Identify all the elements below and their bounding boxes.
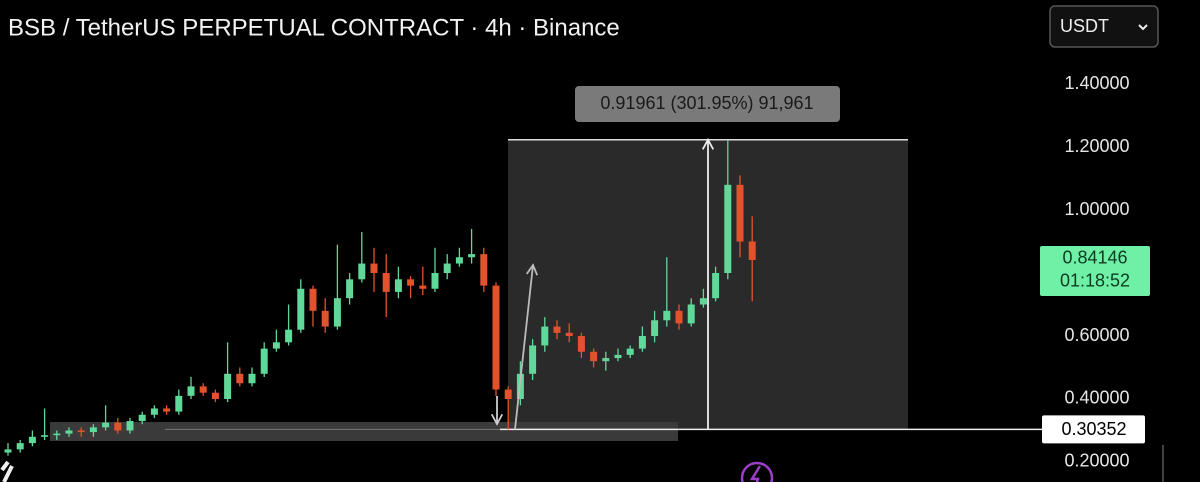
measure-label-text: 0.91961 (301.95%) 91,961 (600, 93, 813, 113)
candle-body (163, 408, 171, 412)
candle-body (443, 263, 451, 274)
candle-body (382, 273, 390, 292)
arrow-head (525, 263, 539, 276)
candle-body (455, 257, 463, 264)
candle-body (370, 263, 378, 274)
candle-body (138, 414, 146, 422)
candle-body (553, 326, 561, 333)
candle-body (260, 348, 268, 374)
select-value[interactable]: USDT (1060, 16, 1109, 36)
candle-body (736, 184, 744, 242)
candle-body (321, 310, 329, 327)
candle-body (407, 279, 415, 286)
candle-body (236, 373, 244, 384)
candle-body (419, 285, 427, 289)
candle-body (297, 288, 305, 330)
candle-body (529, 345, 537, 374)
candle-body (638, 336, 646, 349)
icon-bolt[interactable] (749, 465, 762, 482)
arrow-head (490, 413, 504, 426)
candle-body (175, 395, 183, 412)
candle-body (333, 298, 341, 327)
candle-body (77, 430, 85, 433)
candle-body (309, 288, 317, 311)
candle-body (187, 386, 195, 396)
currency-select[interactable]: USDT (1049, 5, 1159, 48)
candle-body (492, 285, 500, 390)
select-box[interactable] (1049, 5, 1159, 48)
candle-body (126, 421, 134, 431)
candle-body (358, 263, 366, 280)
chart-title: BSB / TetherUS PERPETUAL CONTRACT · 4h ·… (8, 14, 620, 41)
candle-body (346, 279, 354, 299)
level-label: 0.30352 (1061, 419, 1126, 439)
y-tick-label: 1.20000 (1064, 136, 1129, 156)
countdown-label: 01:18:52 (1060, 271, 1130, 291)
candle-body (150, 408, 158, 415)
candle-body (431, 273, 439, 289)
price-label: 0.84146 (1062, 248, 1127, 268)
icon-ring[interactable] (740, 461, 774, 482)
candle-body (28, 436, 36, 444)
y-tick-label: 0.40000 (1064, 388, 1129, 408)
candle-body (626, 348, 634, 355)
y-tick-label: 0.60000 (1064, 325, 1129, 345)
price-label-box (1040, 245, 1150, 296)
candle-body (89, 427, 97, 433)
candle-body (102, 422, 110, 428)
support-zone (50, 422, 678, 441)
candle-body (748, 241, 756, 260)
y-tick-label: 1.40000 (1064, 73, 1129, 93)
candle-body (577, 336, 585, 352)
candle-body (248, 373, 256, 384)
candle-body (565, 332, 573, 337)
candle-body (687, 304, 695, 324)
candle-body (199, 386, 207, 393)
candle-body (41, 435, 49, 437)
candle-body (272, 342, 280, 349)
plot-area (4, 137, 1042, 456)
candle-body (53, 433, 61, 436)
candle-body (663, 310, 671, 321)
candle-body (224, 373, 232, 399)
candle-body (4, 449, 12, 453)
candle-body (65, 430, 73, 434)
candle-body (541, 326, 549, 346)
lightning-icon[interactable] (740, 461, 774, 482)
candle-body (16, 443, 24, 450)
candle-body (211, 392, 219, 399)
level-label-box (1042, 415, 1145, 444)
candle-body (285, 329, 293, 343)
candle-body (394, 279, 402, 292)
candle-body (504, 389, 512, 399)
candle-body (480, 254, 488, 286)
y-tick-label: 0.20000 (1064, 451, 1129, 471)
select-chevron[interactable] (1138, 24, 1148, 31)
candle-body (724, 184, 732, 274)
arrow-head (701, 137, 715, 150)
candle-body (699, 298, 707, 305)
measure-label: 0.91961 (301.95%) 91,961 (575, 86, 840, 122)
candle-body (468, 254, 476, 258)
candle-body (712, 273, 720, 299)
measure-label-box (575, 86, 840, 122)
candle-body (590, 351, 598, 362)
arrow-shaft (514, 264, 534, 430)
candle-body (675, 310, 683, 324)
candle-body (114, 422, 122, 431)
logo-fragment (0, 460, 14, 482)
candle-body (602, 358, 610, 362)
candle-body (651, 320, 659, 337)
y-tick-label: 1.00000 (1064, 199, 1129, 219)
candle-body (614, 354, 622, 359)
